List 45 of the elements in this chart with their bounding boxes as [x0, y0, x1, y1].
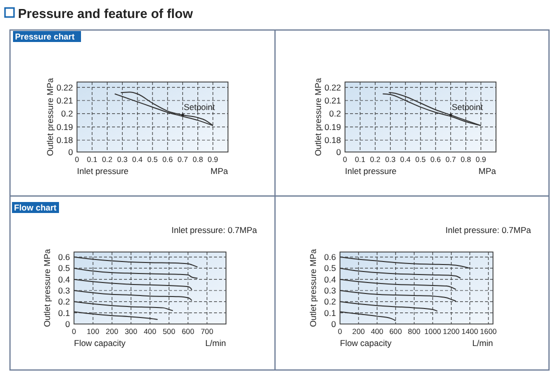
chart-title: Flow chart	[14, 202, 57, 212]
y-tick-label: 0.2	[324, 296, 336, 307]
y-tick-label: 0.5	[324, 263, 336, 274]
annotation: Setpoint	[184, 102, 216, 112]
y-tick-label: 0.1	[58, 308, 70, 318]
annotation: Setpoint	[452, 102, 484, 112]
y-tick-label: 0.18	[56, 135, 74, 146]
text: MPa	[478, 166, 496, 176]
y-axis-title: Outlet pressure MPa	[313, 78, 323, 156]
y-tick-label: 0.2	[58, 296, 70, 307]
y-tick-label: 0.18	[324, 135, 342, 146]
x-axis-title: Inlet pressure	[77, 166, 129, 176]
chart-subtitle: Inlet pressure: 0.7MPa	[445, 225, 532, 235]
y-tick-label: 0.4	[324, 274, 336, 284]
y-tick-label: 0.4	[58, 274, 70, 284]
text: Pressure and feature of flow	[18, 6, 194, 21]
y-tick-label: 0.21	[56, 95, 74, 106]
chart-subtitle: Inlet pressure: 0.7MPa	[171, 225, 258, 235]
x-axis-title: Flow capacity	[340, 338, 392, 348]
y-axis-title: Outlet pressure MPa	[42, 248, 52, 327]
y-tick-label: 0.6	[324, 252, 336, 262]
y-tick-label: 0.22	[324, 82, 342, 92]
text: MPa	[210, 166, 228, 176]
x-axis-title: Inlet pressure	[345, 166, 397, 176]
y-tick-label: 0	[65, 319, 70, 329]
y-axis-title: Outlet pressure MPa	[308, 248, 318, 327]
y-tick-label: 0.2	[329, 108, 342, 119]
x-axis-title: Flow capacity	[74, 338, 126, 348]
y-tick-label: 0.22	[56, 82, 74, 92]
y-tick-label: 0.21	[324, 95, 342, 106]
y-axis-title: Outlet pressure MPa	[45, 78, 55, 156]
y-tick-label: 0.1	[324, 308, 336, 318]
text: L/min	[205, 338, 226, 348]
y-tick-label: 0.3	[58, 286, 70, 296]
y-tick-label: 0	[331, 319, 336, 329]
y-tick-label: 0.5	[58, 263, 70, 274]
y-tick-label: 0.3	[324, 286, 336, 296]
y-tick-label: 0.19	[56, 122, 74, 132]
chart-title: Pressure chart	[15, 32, 75, 42]
y-tick-label: 0.2	[61, 108, 74, 119]
y-tick-label: 0.19	[324, 122, 342, 132]
y-tick-label: 0	[336, 147, 342, 157]
y-tick-label: 0	[68, 147, 74, 157]
text: L/min	[472, 338, 494, 348]
y-tick-label: 0.6	[58, 252, 70, 262]
